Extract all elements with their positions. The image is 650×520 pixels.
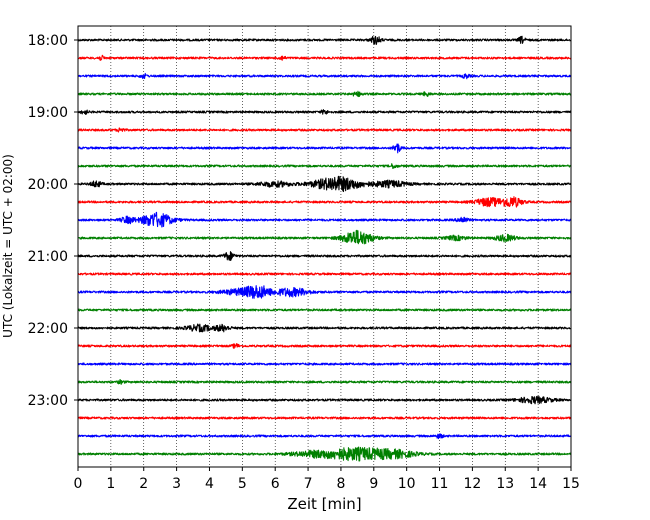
x-tick-label: 9 <box>369 476 378 492</box>
x-tick-label: 15 <box>562 476 580 492</box>
y-tick-label: 23:00 <box>28 393 68 409</box>
trace-line <box>77 272 572 276</box>
y-tick-label: 18:00 <box>28 33 68 49</box>
trace-line <box>77 229 572 245</box>
trace-line <box>77 109 572 116</box>
trace-line <box>77 323 572 333</box>
trace-group <box>77 35 572 462</box>
trace-line <box>77 379 572 385</box>
trace-line <box>77 362 572 366</box>
trace-line <box>77 90 572 98</box>
trace-line <box>77 433 572 440</box>
trace-line <box>77 343 572 350</box>
x-tick-label: 8 <box>336 476 345 492</box>
trace-line <box>77 211 572 228</box>
x-axis-label: Zeit [min] <box>287 495 361 513</box>
trace-line <box>77 196 572 208</box>
y-tick-label: 21:00 <box>28 249 68 265</box>
trace-line <box>77 251 572 261</box>
trace-line <box>77 35 572 46</box>
y-axis: 18:00 19:00 20:00 21:00 22:00 23:00 <box>28 33 78 409</box>
x-tick-label: 0 <box>74 476 83 492</box>
y-tick-label: 20:00 <box>28 177 68 193</box>
x-tick-label: 12 <box>463 476 481 492</box>
trace-line <box>77 446 572 462</box>
x-tick-label: 1 <box>106 476 115 492</box>
plot-frame <box>77 25 572 468</box>
x-axis: 0 1 2 3 4 5 6 7 8 9 10 11 12 13 14 15 <box>74 467 580 492</box>
x-tick-label: 7 <box>304 476 313 492</box>
trace-line <box>77 308 572 312</box>
trace-line <box>77 285 572 299</box>
y-tick-label: 22:00 <box>28 321 68 337</box>
trace-line <box>77 163 572 169</box>
trace-line <box>77 395 572 405</box>
y-axis-label: UTC (Lokalzeit = UTC + 02:00) <box>1 154 15 338</box>
trace-line <box>77 416 572 420</box>
trace-line <box>77 127 572 133</box>
x-tick-label: 5 <box>238 476 247 492</box>
x-tick-label: 10 <box>398 476 416 492</box>
x-tick-label: 13 <box>496 476 514 492</box>
trace-line <box>77 143 572 154</box>
x-tick-label: 14 <box>529 476 547 492</box>
trace-line <box>77 72 572 80</box>
y-tick-label: 19:00 <box>28 105 68 121</box>
x-tick-label: 2 <box>139 476 148 492</box>
trace-line <box>77 54 572 61</box>
x-tick-label: 6 <box>271 476 280 492</box>
x-tick-label: 11 <box>431 476 449 492</box>
x-tick-label: 4 <box>205 476 214 492</box>
x-tick-label: 3 <box>172 476 181 492</box>
plot-area <box>78 26 571 467</box>
trace-line <box>77 175 572 193</box>
